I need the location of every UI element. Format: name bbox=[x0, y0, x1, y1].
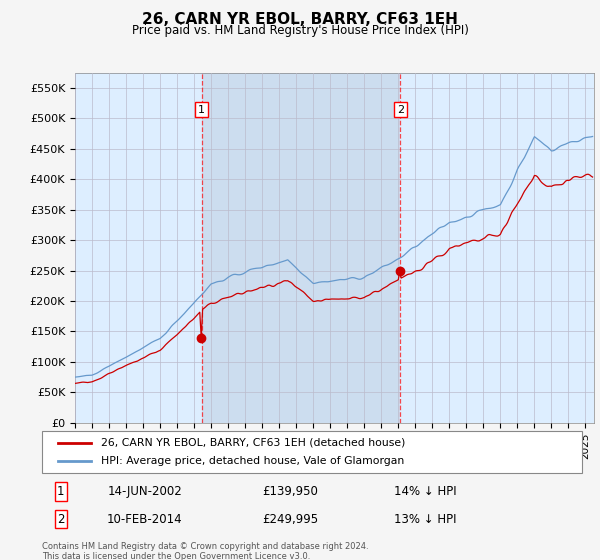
Text: £249,995: £249,995 bbox=[262, 513, 319, 526]
Bar bbox=[202, 73, 400, 423]
Text: 1: 1 bbox=[198, 105, 205, 115]
Text: Contains HM Land Registry data © Crown copyright and database right 2024.
This d: Contains HM Land Registry data © Crown c… bbox=[42, 542, 368, 560]
Text: £139,950: £139,950 bbox=[262, 485, 319, 498]
Text: 13% ↓ HPI: 13% ↓ HPI bbox=[394, 513, 457, 526]
Text: 26, CARN YR EBOL, BARRY, CF63 1EH (detached house): 26, CARN YR EBOL, BARRY, CF63 1EH (detac… bbox=[101, 438, 406, 448]
Text: 14-JUN-2002: 14-JUN-2002 bbox=[107, 485, 182, 498]
Text: 14% ↓ HPI: 14% ↓ HPI bbox=[394, 485, 457, 498]
Text: HPI: Average price, detached house, Vale of Glamorgan: HPI: Average price, detached house, Vale… bbox=[101, 456, 404, 466]
Text: 1: 1 bbox=[57, 485, 65, 498]
Text: 10-FEB-2014: 10-FEB-2014 bbox=[107, 513, 182, 526]
Text: Price paid vs. HM Land Registry's House Price Index (HPI): Price paid vs. HM Land Registry's House … bbox=[131, 24, 469, 36]
FancyBboxPatch shape bbox=[42, 431, 582, 473]
Text: 2: 2 bbox=[397, 105, 404, 115]
Text: 2: 2 bbox=[57, 513, 65, 526]
Text: 26, CARN YR EBOL, BARRY, CF63 1EH: 26, CARN YR EBOL, BARRY, CF63 1EH bbox=[142, 12, 458, 27]
